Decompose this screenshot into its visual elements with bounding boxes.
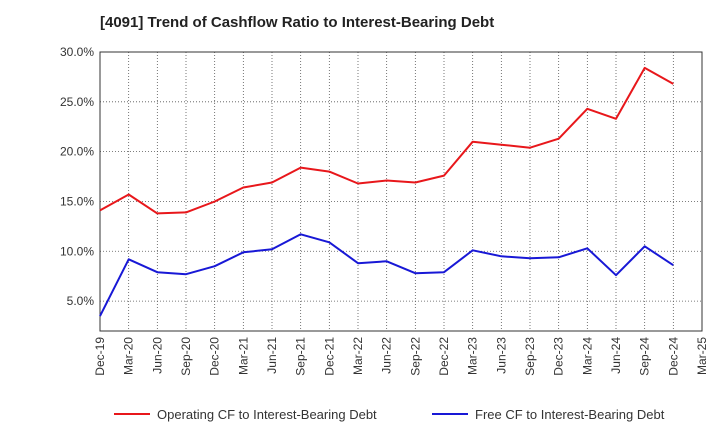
series-line-operating-cf [99, 66, 674, 215]
y-tick-label: 10.0% [60, 244, 94, 258]
x-tick-label: Jun-24 [609, 337, 623, 374]
x-tick-label: Dec-24 [666, 337, 680, 376]
y-tick-label: 20.0% [60, 145, 94, 159]
x-tick-label: Mar-24 [580, 337, 594, 375]
plot-frame [99, 51, 703, 332]
axes: 5.0% 10.0% 15.0% 20.0% 25.0% 30.0% Dec-19 Mar-2… [60, 45, 709, 376]
x-tick-label: Dec-23 [552, 337, 566, 376]
x-tick-label: Jun-22 [380, 337, 394, 374]
x-tick-label: Dec-19 [93, 337, 107, 376]
grid-lines [99, 51, 703, 331]
x-tick-label: Mar-21 [236, 337, 250, 375]
series-lines [99, 66, 674, 317]
legend-label: Free CF to Interest-Bearing Debt [475, 407, 665, 422]
y-tick-label: 5.0% [67, 294, 95, 308]
y-tick-label: 30.0% [60, 45, 94, 59]
legend: Operating CF to Interest-Bearing Debt Fre… [114, 407, 665, 422]
legend-label: Operating CF to Interest-Bearing Debt [157, 407, 377, 422]
x-tick-label: Sep-24 [638, 337, 652, 376]
x-tick-label: Jun-21 [265, 337, 279, 374]
x-tick-label: Dec-21 [322, 337, 336, 376]
x-tick-label: Dec-22 [437, 337, 451, 376]
y-tick-label: 15.0% [60, 194, 94, 208]
x-tick-label: Sep-23 [523, 337, 537, 376]
x-tick-label: Sep-21 [294, 337, 308, 376]
chart-title: [4091] Trend of Cashflow Ratio to Intere… [100, 14, 495, 31]
x-tick-label: Mar-25 [695, 337, 709, 375]
x-tick-label: Mar-23 [466, 337, 480, 375]
series-line-free-cf [99, 233, 674, 317]
x-tick-label: Dec-20 [208, 337, 222, 376]
x-tick-label: Mar-20 [122, 337, 136, 375]
x-tick-label: Mar-22 [351, 337, 365, 375]
y-tick-label: 25.0% [60, 95, 94, 109]
x-tick-label: Jun-23 [494, 337, 508, 374]
x-tick-label: Sep-20 [179, 337, 193, 376]
x-tick-label: Sep-22 [408, 337, 422, 376]
x-tick-label: Jun-20 [150, 337, 164, 374]
